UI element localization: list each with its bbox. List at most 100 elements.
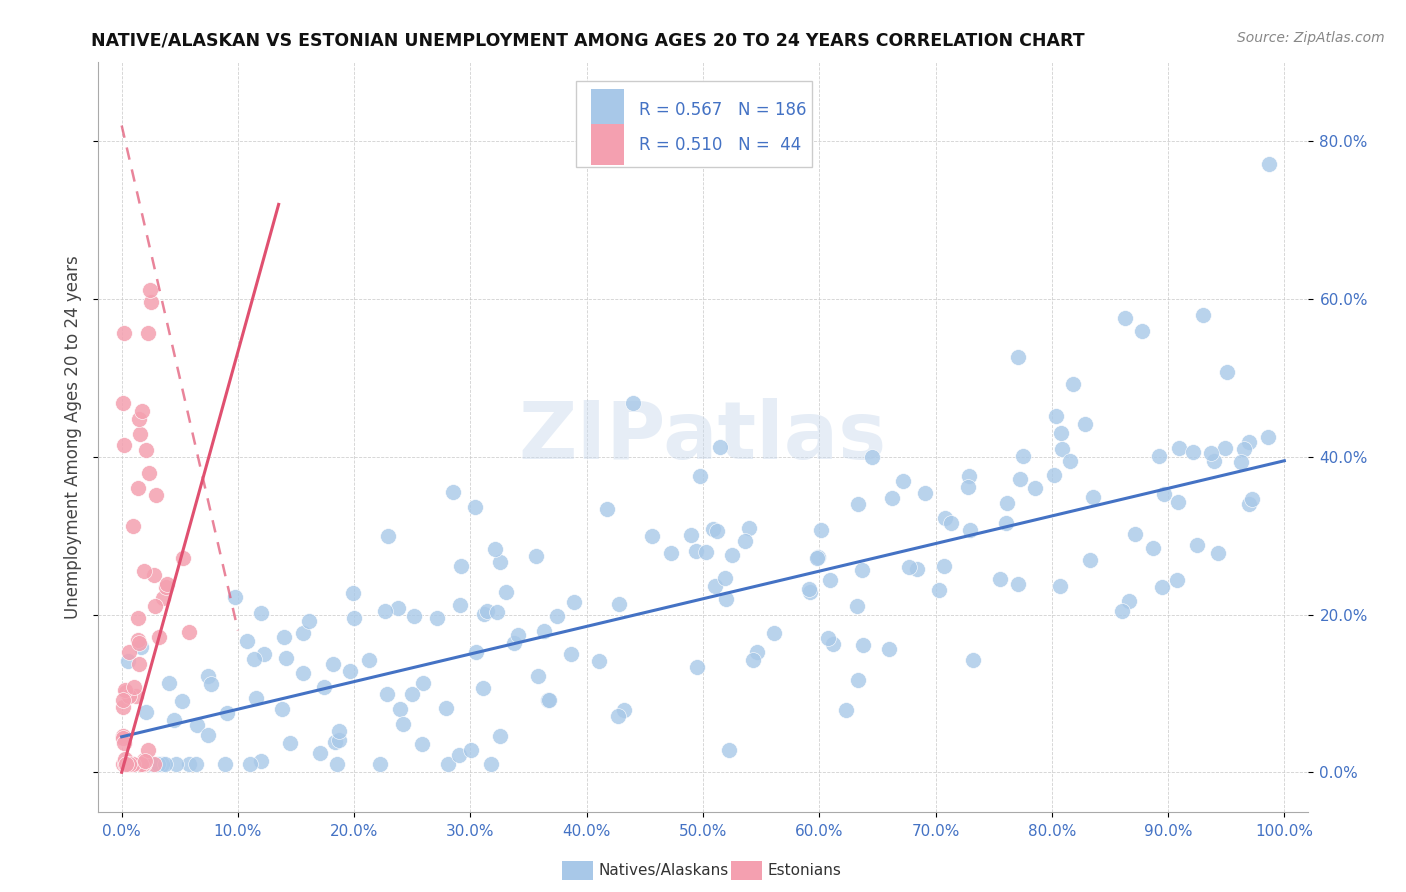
Point: [1233, 442, 1256, 456]
Point: [224, 590, 246, 604]
Point: [810, 523, 832, 537]
Point: [141, 757, 163, 772]
Point: [148, 757, 170, 772]
Point: [114, 752, 136, 766]
Point: [1239, 435, 1261, 450]
Point: [450, 558, 472, 573]
Point: [817, 632, 839, 646]
Point: [387, 600, 409, 615]
Point: [1150, 580, 1173, 594]
Text: R = 0.567   N = 186: R = 0.567 N = 186: [638, 101, 807, 119]
Point: [112, 326, 135, 341]
Point: [738, 520, 761, 534]
Point: [132, 753, 155, 767]
FancyBboxPatch shape: [591, 89, 624, 130]
Point: [939, 516, 962, 530]
Point: [392, 717, 415, 731]
Point: [1153, 487, 1175, 501]
Point: [197, 728, 219, 742]
Point: [806, 551, 828, 566]
Point: [441, 484, 464, 499]
Point: [914, 486, 936, 500]
Point: [112, 693, 135, 707]
Point: [322, 657, 344, 671]
Point: [401, 687, 423, 701]
Point: [309, 747, 332, 761]
Point: [546, 608, 568, 623]
Point: [562, 594, 585, 608]
Point: [184, 757, 207, 772]
Point: [412, 675, 434, 690]
Point: [741, 653, 763, 667]
Point: [411, 737, 433, 751]
Point: [118, 645, 141, 659]
Point: [538, 693, 561, 707]
Point: [134, 564, 156, 578]
Point: [239, 757, 262, 772]
Point: [377, 529, 399, 543]
Point: [1062, 376, 1084, 391]
Point: [475, 604, 498, 618]
Text: Natives/Alaskans: Natives/Alaskans: [599, 863, 730, 878]
Point: [685, 544, 707, 558]
Point: [1111, 604, 1133, 618]
Point: [143, 567, 166, 582]
Point: [1123, 527, 1146, 541]
Point: [1114, 311, 1136, 326]
Point: [679, 528, 702, 542]
Point: [486, 605, 509, 619]
Text: ZIPatlas: ZIPatlas: [519, 398, 887, 476]
Point: [434, 701, 457, 715]
Point: [135, 705, 157, 719]
Point: [131, 404, 153, 418]
Point: [127, 633, 149, 648]
Point: [962, 653, 984, 667]
Point: [957, 469, 980, 483]
Text: NATIVE/ALASKAN VS ESTONIAN UNEMPLOYMENT AMONG AGES 20 TO 24 YEARS CORRELATION CH: NATIVE/ALASKAN VS ESTONIAN UNEMPLOYMENT …: [91, 31, 1085, 49]
Y-axis label: Unemployment Among Ages 20 to 24 years: Unemployment Among Ages 20 to 24 years: [65, 255, 83, 619]
Point: [129, 757, 152, 772]
Point: [165, 757, 187, 772]
Point: [139, 283, 162, 297]
Point: [236, 633, 259, 648]
Point: [464, 645, 486, 659]
Point: [1024, 481, 1046, 495]
Point: [1142, 541, 1164, 555]
Point: [314, 680, 336, 694]
Point: [179, 624, 201, 639]
Point: [1257, 430, 1279, 444]
Point: [460, 743, 482, 757]
Point: [709, 440, 731, 454]
Point: [127, 610, 149, 624]
Point: [143, 757, 166, 772]
Point: [118, 757, 141, 772]
Point: [132, 757, 155, 772]
Point: [1012, 449, 1035, 463]
Point: [136, 326, 159, 340]
Point: [702, 522, 724, 536]
Point: [508, 628, 530, 642]
Point: [250, 606, 273, 620]
Point: [1078, 553, 1101, 567]
Point: [763, 625, 786, 640]
Point: [1118, 593, 1140, 607]
Point: [481, 757, 503, 772]
Point: [1216, 366, 1239, 380]
Point: [959, 524, 981, 538]
Point: [560, 647, 582, 661]
Point: [339, 664, 361, 678]
Point: [1008, 472, 1031, 486]
Point: [472, 681, 495, 695]
Point: [1167, 441, 1189, 455]
Point: [905, 561, 928, 575]
Point: [153, 757, 176, 772]
Point: [747, 645, 769, 659]
Point: [121, 757, 143, 772]
Point: [117, 654, 139, 668]
Point: [155, 580, 177, 594]
Point: [172, 551, 194, 566]
Point: [1059, 454, 1081, 468]
FancyBboxPatch shape: [591, 124, 624, 165]
Point: [607, 709, 630, 723]
Point: [374, 604, 396, 618]
